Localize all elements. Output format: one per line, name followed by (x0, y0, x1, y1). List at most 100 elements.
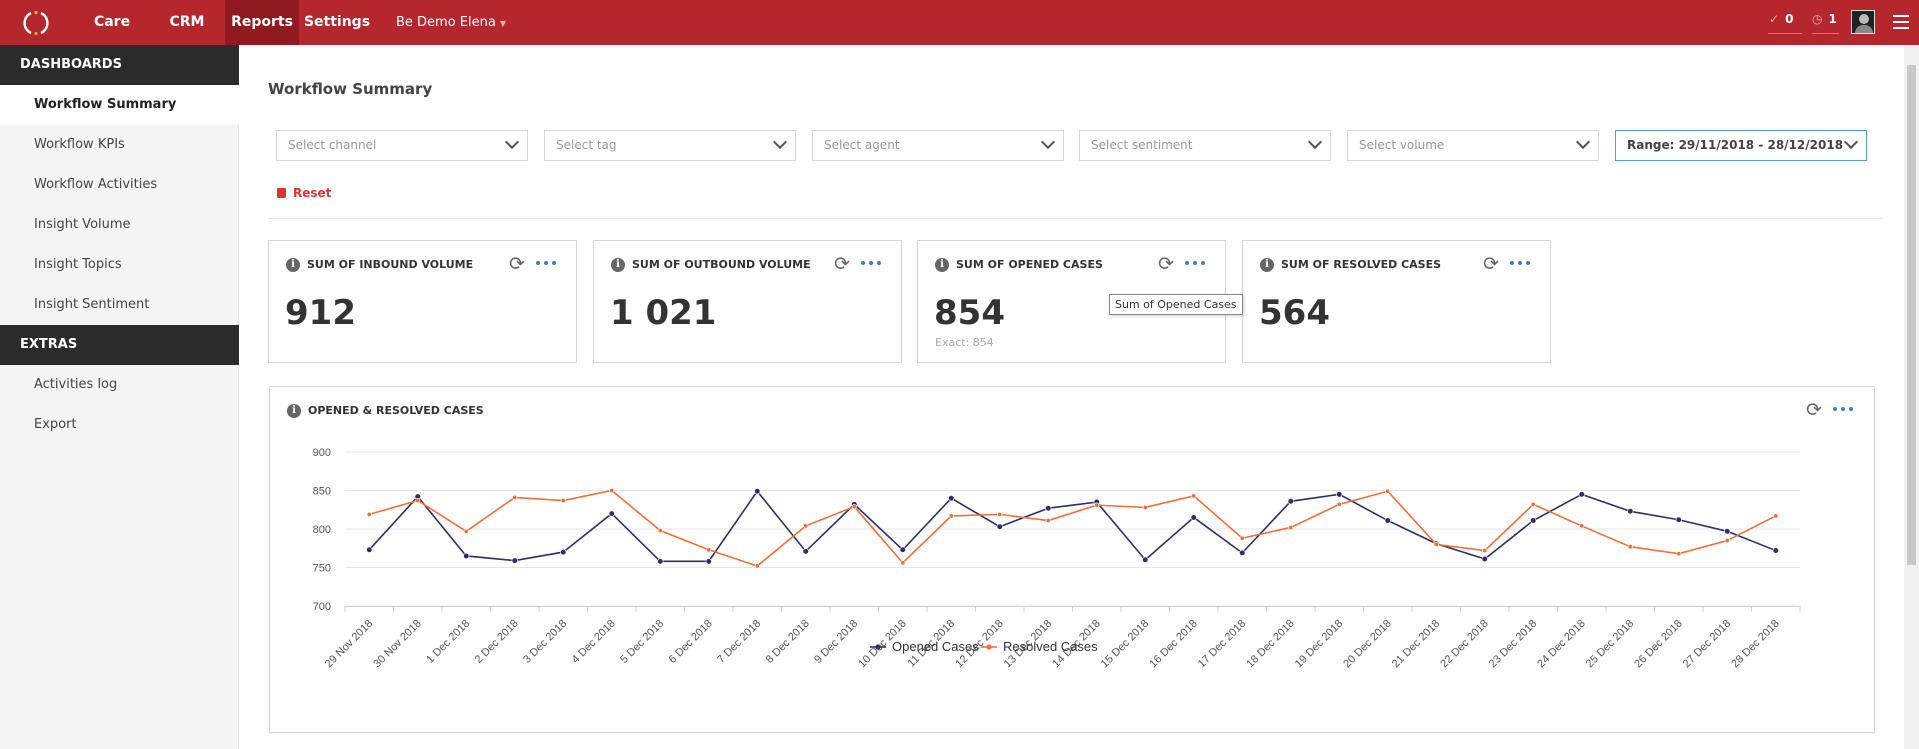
more-options-icon[interactable] (1183, 259, 1207, 267)
reset-button[interactable]: Reset (277, 186, 331, 200)
chevron-down-icon (1040, 134, 1056, 150)
card-value: 854 (934, 293, 1005, 333)
legend-swatch-marker (875, 644, 881, 650)
volume-select[interactable]: Select volume (1347, 130, 1599, 161)
x-tick-label: 30 Nov 2018 (371, 618, 424, 671)
x-tick-label: 25 Dec 2018 (1584, 618, 1637, 671)
refresh-icon[interactable]: ⟳ (1806, 399, 1822, 421)
refresh-icon[interactable]: ⟳ (1158, 253, 1174, 275)
channel-select[interactable]: Select channel (276, 130, 528, 161)
data-point (512, 494, 518, 500)
data-point (803, 523, 809, 529)
data-point (1191, 493, 1197, 499)
series-line-resolved (369, 489, 1777, 567)
data-point (1142, 504, 1148, 510)
alerts-count: 1 (1828, 12, 1837, 26)
kpi-card-resolved-cases: i SUM OF RESOLVED CASES ⟳ 564 (1242, 240, 1551, 363)
info-icon[interactable]: i (1260, 258, 1274, 272)
data-point (560, 549, 567, 556)
sentiment-select[interactable]: Select sentiment (1079, 130, 1331, 161)
card-title: SUM OF INBOUND VOLUME (307, 258, 474, 271)
data-point (1724, 528, 1731, 535)
logo-icon[interactable] (22, 10, 50, 36)
data-point (609, 488, 615, 494)
data-point (851, 504, 857, 510)
data-point (948, 495, 955, 502)
info-icon[interactable]: i (286, 258, 300, 272)
data-point (802, 548, 809, 555)
alerts-counter[interactable]: ◷ 1 (1812, 12, 1837, 26)
date-range-select[interactable]: Range: 29/11/2018 - 28/12/2018 (1615, 130, 1867, 161)
chart-title: OPENED & RESOLVED CASES (308, 404, 484, 417)
sidebar-item-workflow-kpis[interactable]: Workflow KPIs (34, 137, 125, 152)
vertical-scrollbar[interactable] (1904, 45, 1919, 749)
data-point (1433, 541, 1439, 547)
sidebar-item-export[interactable]: Export (34, 417, 77, 432)
scrollbar-thumb[interactable] (1907, 65, 1916, 565)
nav-settings[interactable]: Settings (303, 14, 371, 30)
x-tick-label: 5 Dec 2018 (618, 618, 666, 666)
kpi-card-inbound-volume: i SUM OF INBOUND VOLUME ⟳ 912 (268, 240, 577, 363)
data-point (657, 558, 664, 565)
x-tick-label: 15 Dec 2018 (1099, 618, 1152, 671)
data-point (1287, 498, 1294, 505)
x-tick-label: 4 Dec 2018 (570, 618, 618, 666)
y-tick-label: 900 (313, 447, 331, 459)
top-navigation-bar: Care CRM Reports Settings Be Demo Elena ▼… (0, 0, 1919, 45)
x-tick-label: 28 Dec 2018 (1729, 618, 1782, 671)
refresh-icon[interactable]: ⟳ (509, 253, 525, 275)
tasks-counter[interactable]: ✓ 0 (1769, 12, 1793, 26)
data-point (1239, 549, 1246, 556)
page-title: Workflow Summary (268, 80, 433, 98)
x-tick-label: 24 Dec 2018 (1535, 618, 1588, 671)
refresh-icon[interactable]: ⟳ (1483, 253, 1499, 275)
data-point (366, 546, 373, 553)
sidebar-item-workflow-summary[interactable]: Workflow Summary (0, 85, 239, 125)
sidebar-item-insight-sentiment[interactable]: Insight Sentiment (34, 297, 150, 312)
sidebar-item-insight-topics[interactable]: Insight Topics (34, 257, 122, 272)
more-options-icon[interactable] (1831, 405, 1855, 413)
data-point (1094, 502, 1100, 508)
more-options-icon[interactable] (1508, 259, 1532, 267)
x-tick-label: 19 Dec 2018 (1293, 618, 1346, 671)
sidebar-item-insight-volume[interactable]: Insight Volume (34, 217, 131, 232)
data-point (1627, 508, 1634, 515)
legend-label: Resolved Cases (1003, 639, 1098, 654)
volume-select-placeholder: Select volume (1359, 138, 1445, 152)
chevron-down-icon (1307, 134, 1323, 150)
y-tick-label: 850 (313, 486, 331, 498)
nav-reports[interactable]: Reports (225, 0, 299, 45)
data-point (1336, 501, 1342, 507)
sidebar-item-activities-log[interactable]: Activities log (34, 377, 118, 392)
data-point (560, 498, 566, 504)
data-point (706, 547, 712, 553)
legend-swatch-marker (986, 644, 992, 650)
agent-select[interactable]: Select agent (812, 130, 1064, 161)
refresh-icon[interactable]: ⟳ (834, 253, 850, 275)
user-avatar[interactable] (1851, 10, 1875, 34)
menu-icon[interactable] (1893, 15, 1909, 29)
data-point (1530, 517, 1537, 524)
more-options-icon[interactable] (859, 259, 883, 267)
data-point (996, 523, 1003, 530)
data-point (366, 511, 372, 517)
check-icon: ✓ (1769, 12, 1780, 26)
info-icon[interactable]: i (935, 258, 949, 272)
sidebar-item-workflow-activities[interactable]: Workflow Activities (34, 177, 158, 192)
data-point (1045, 505, 1052, 512)
x-tick-label: 7 Dec 2018 (715, 618, 763, 666)
info-icon[interactable]: i (287, 404, 301, 418)
info-icon[interactable]: i (611, 258, 625, 272)
nav-care[interactable]: Care (93, 14, 131, 30)
workspace-selector[interactable]: Be Demo Elena ▼ (396, 0, 506, 45)
data-point (1045, 518, 1051, 524)
nav-crm[interactable]: CRM (169, 14, 205, 30)
chevron-down-icon (504, 134, 520, 150)
x-tick-label: 20 Dec 2018 (1341, 618, 1394, 671)
data-point (1530, 501, 1536, 507)
tag-select[interactable]: Select tag (544, 130, 796, 161)
x-tick-label: 17 Dec 2018 (1196, 618, 1249, 671)
data-point (1772, 547, 1779, 554)
more-options-icon[interactable] (534, 259, 558, 267)
y-tick-label: 750 (313, 563, 331, 575)
